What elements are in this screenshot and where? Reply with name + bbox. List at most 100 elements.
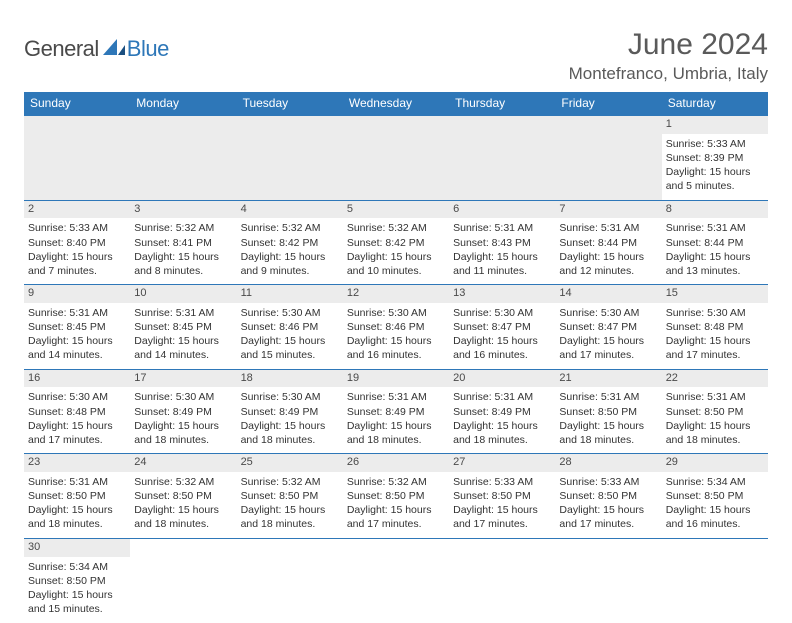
brand-text-general: General	[24, 36, 99, 62]
weekday-header: Sunday	[24, 92, 130, 116]
day-number: 7	[555, 201, 661, 219]
daylight-line: Daylight: 15 hours and 18 minutes.	[134, 419, 232, 447]
day-number: 4	[237, 201, 343, 219]
calendar-empty-cell	[24, 116, 130, 200]
daylight-line: Daylight: 15 hours and 16 minutes.	[347, 334, 445, 362]
day-number: 15	[662, 285, 768, 303]
calendar-day-cell: 20Sunrise: 5:31 AMSunset: 8:49 PMDayligh…	[449, 369, 555, 454]
day-number: 25	[237, 454, 343, 472]
calendar-day-cell: 18Sunrise: 5:30 AMSunset: 8:49 PMDayligh…	[237, 369, 343, 454]
daylight-line: Daylight: 15 hours and 17 minutes.	[28, 419, 126, 447]
weekday-header: Wednesday	[343, 92, 449, 116]
sunset-line: Sunset: 8:50 PM	[559, 489, 657, 503]
calendar-day-cell: 16Sunrise: 5:30 AMSunset: 8:48 PMDayligh…	[24, 369, 130, 454]
sunrise-line: Sunrise: 5:31 AM	[666, 390, 764, 404]
calendar-day-cell: 10 Sunrise: 5:31 AMSunset: 8:45 PMDayligh…	[130, 285, 236, 370]
sunrise-line: Sunrise: 5:31 AM	[666, 221, 764, 235]
day-number: 17	[130, 370, 236, 388]
sunset-line: Sunset: 8:50 PM	[666, 489, 764, 503]
daylight-line: Daylight: 15 hours and 18 minutes.	[559, 419, 657, 447]
daylight-line: Daylight: 15 hours and 12 minutes.	[559, 250, 657, 278]
daylight-line: Daylight: 15 hours and 16 minutes.	[453, 334, 551, 362]
calendar-week-row: 30Sunrise: 5:34 AMSunset: 8:50 PMDayligh…	[24, 538, 768, 623]
sunrise-line: Sunrise: 5:31 AM	[28, 306, 126, 320]
sunset-line: Sunset: 8:50 PM	[347, 489, 445, 503]
daylight-line: Daylight: 15 hours and 18 minutes.	[453, 419, 551, 447]
day-number: 18	[237, 370, 343, 388]
calendar-day-cell: 21Sunrise: 5:31 AMSunset: 8:50 PMDayligh…	[555, 369, 661, 454]
day-number: 14	[555, 285, 661, 303]
location-subtitle: Montefranco, Umbria, Italy	[569, 64, 768, 84]
sunset-line: Sunset: 8:50 PM	[453, 489, 551, 503]
sunrise-line: Sunrise: 5:33 AM	[453, 475, 551, 489]
calendar-empty-cell	[237, 116, 343, 200]
brand-text-blue: Blue	[127, 36, 169, 62]
daylight-line: Daylight: 15 hours and 8 minutes.	[134, 250, 232, 278]
daylight-line: Daylight: 15 hours and 16 minutes.	[666, 503, 764, 531]
sunrise-line: Sunrise: 5:31 AM	[453, 390, 551, 404]
sunrise-line: Sunrise: 5:32 AM	[241, 221, 339, 235]
sunrise-line: Sunrise: 5:30 AM	[134, 390, 232, 404]
calendar-week-row: 1Sunrise: 5:33 AMSunset: 8:39 PMDaylight…	[24, 116, 768, 200]
sunset-line: Sunset: 8:50 PM	[559, 405, 657, 419]
daylight-line: Daylight: 15 hours and 18 minutes.	[347, 419, 445, 447]
day-number: 29	[662, 454, 768, 472]
sunset-line: Sunset: 8:49 PM	[241, 405, 339, 419]
calendar-week-row: 2Sunrise: 5:33 AMSunset: 8:40 PMDaylight…	[24, 200, 768, 285]
sunrise-line: Sunrise: 5:31 AM	[559, 221, 657, 235]
calendar-empty-cell	[449, 538, 555, 623]
daylight-line: Daylight: 15 hours and 11 minutes.	[453, 250, 551, 278]
day-number: 27	[449, 454, 555, 472]
sunrise-line: Sunrise: 5:32 AM	[134, 221, 232, 235]
calendar-table: SundayMondayTuesdayWednesdayThursdayFrid…	[24, 92, 768, 623]
sunrise-line: Sunrise: 5:30 AM	[453, 306, 551, 320]
sunset-line: Sunset: 8:45 PM	[134, 320, 232, 334]
sunset-line: Sunset: 8:41 PM	[134, 236, 232, 250]
month-title: June 2024	[569, 28, 768, 62]
sunset-line: Sunset: 8:49 PM	[134, 405, 232, 419]
sunrise-line: Sunrise: 5:31 AM	[134, 306, 232, 320]
day-number: 21	[555, 370, 661, 388]
calendar-empty-cell	[237, 538, 343, 623]
calendar-day-cell: 30Sunrise: 5:34 AMSunset: 8:50 PMDayligh…	[24, 538, 130, 623]
sunset-line: Sunset: 8:49 PM	[347, 405, 445, 419]
brand-sail-icon	[103, 37, 125, 62]
day-number: 24	[130, 454, 236, 472]
day-number: 5	[343, 201, 449, 219]
sunrise-line: Sunrise: 5:32 AM	[134, 475, 232, 489]
daylight-line: Daylight: 15 hours and 18 minutes.	[666, 419, 764, 447]
calendar-week-row: 9Sunrise: 5:31 AMSunset: 8:45 PMDaylight…	[24, 285, 768, 370]
calendar-day-cell: 8Sunrise: 5:31 AMSunset: 8:44 PMDaylight…	[662, 200, 768, 285]
daylight-line: Daylight: 15 hours and 14 minutes.	[134, 334, 232, 362]
calendar-day-cell: 3Sunrise: 5:32 AMSunset: 8:41 PMDaylight…	[130, 200, 236, 285]
calendar-empty-cell	[130, 116, 236, 200]
weekday-header: Friday	[555, 92, 661, 116]
sunrise-line: Sunrise: 5:33 AM	[28, 221, 126, 235]
daylight-line: Daylight: 15 hours and 9 minutes.	[241, 250, 339, 278]
sunrise-line: Sunrise: 5:33 AM	[559, 475, 657, 489]
daylight-line: Daylight: 15 hours and 13 minutes.	[666, 250, 764, 278]
sunset-line: Sunset: 8:50 PM	[28, 489, 126, 503]
day-number: 12	[343, 285, 449, 303]
calendar-day-cell: 1Sunrise: 5:33 AMSunset: 8:39 PMDaylight…	[662, 116, 768, 200]
day-number: 1	[662, 116, 768, 134]
sunset-line: Sunset: 8:44 PM	[666, 236, 764, 250]
daylight-line: Daylight: 15 hours and 18 minutes.	[28, 503, 126, 531]
weekday-header: Monday	[130, 92, 236, 116]
sunrise-line: Sunrise: 5:31 AM	[453, 221, 551, 235]
calendar-empty-cell	[343, 116, 449, 200]
calendar-day-cell: 9Sunrise: 5:31 AMSunset: 8:45 PMDaylight…	[24, 285, 130, 370]
day-number: 10	[130, 285, 236, 303]
sunset-line: Sunset: 8:45 PM	[28, 320, 126, 334]
day-number: 30	[24, 539, 130, 557]
calendar-day-cell: 15Sunrise: 5:30 AMSunset: 8:48 PMDayligh…	[662, 285, 768, 370]
day-number: 16	[24, 370, 130, 388]
sunset-line: Sunset: 8:42 PM	[241, 236, 339, 250]
sunrise-line: Sunrise: 5:34 AM	[666, 475, 764, 489]
sunset-line: Sunset: 8:50 PM	[134, 489, 232, 503]
weekday-header: Thursday	[449, 92, 555, 116]
sunset-line: Sunset: 8:39 PM	[666, 151, 764, 165]
calendar-day-cell: 5Sunrise: 5:32 AMSunset: 8:42 PMDaylight…	[343, 200, 449, 285]
daylight-line: Daylight: 15 hours and 18 minutes.	[134, 503, 232, 531]
calendar-day-cell: 7Sunrise: 5:31 AMSunset: 8:44 PMDaylight…	[555, 200, 661, 285]
